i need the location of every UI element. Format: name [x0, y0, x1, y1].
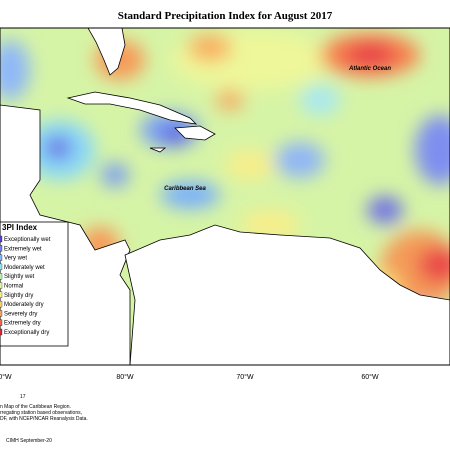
legend: 3PI Index Exceptionally wet Extremely wet…: [0, 223, 51, 336]
legend-swatch: [0, 263, 3, 271]
longitude-labels: 0°W 80°W 70°W 60°W: [0, 373, 379, 381]
legend-box: [0, 221, 69, 347]
footer-line: rregating station based observations,: [0, 410, 82, 416]
footer-line: n Map of the Caribbean Region.: [0, 404, 71, 410]
legend-swatch: [0, 245, 3, 252]
legend-swatch: [0, 300, 3, 308]
legend-label: Severely dry: [4, 311, 37, 317]
legend-label: Exceptionally wet: [4, 237, 51, 243]
legend-title: 3PI Index: [2, 223, 38, 232]
ocean-label: Atlantic Ocean: [348, 66, 391, 72]
footer-line: 17: [20, 394, 26, 400]
legend-label: Slightly wet: [4, 274, 35, 280]
legend-swatch: [0, 235, 3, 243]
longitude-label: 80°W: [116, 373, 134, 381]
legend-label: Extremely wet: [4, 246, 42, 252]
legend-label: Exceptionally dry: [4, 330, 49, 336]
longitude-label: 0°W: [0, 373, 12, 381]
footer-line: CIMH September-20: [6, 438, 52, 444]
footer-line: DF, with NCEP/NCAR Reanalysis Data.: [0, 416, 88, 422]
legend-label: Extremely dry: [4, 321, 41, 327]
legend-swatch: [0, 291, 3, 298]
title: Standard Precipitation Index for August …: [118, 10, 333, 22]
longitude-label: 60°W: [361, 373, 379, 381]
legend-label: Moderately wet: [4, 265, 45, 271]
spi-field: [0, 28, 450, 365]
legend-swatch: [0, 319, 3, 326]
legend-label: Slightly dry: [4, 293, 33, 299]
legend-swatch: [0, 273, 3, 280]
legend-label: Very wet: [4, 256, 27, 262]
legend-swatch: [0, 282, 3, 289]
sea-label: Caribbean Sea: [164, 186, 206, 192]
map-frame: [0, 27, 450, 366]
legend-swatch: [0, 310, 3, 317]
legend-swatch: [0, 254, 3, 261]
legend-label: Moderately dry: [4, 302, 44, 308]
legend-swatch: [0, 328, 3, 336]
legend-label: Normal: [4, 284, 23, 290]
longitude-label: 70°W: [236, 373, 254, 381]
footer: 17 n Map of the Caribbean Region.rregatin…: [0, 394, 88, 444]
